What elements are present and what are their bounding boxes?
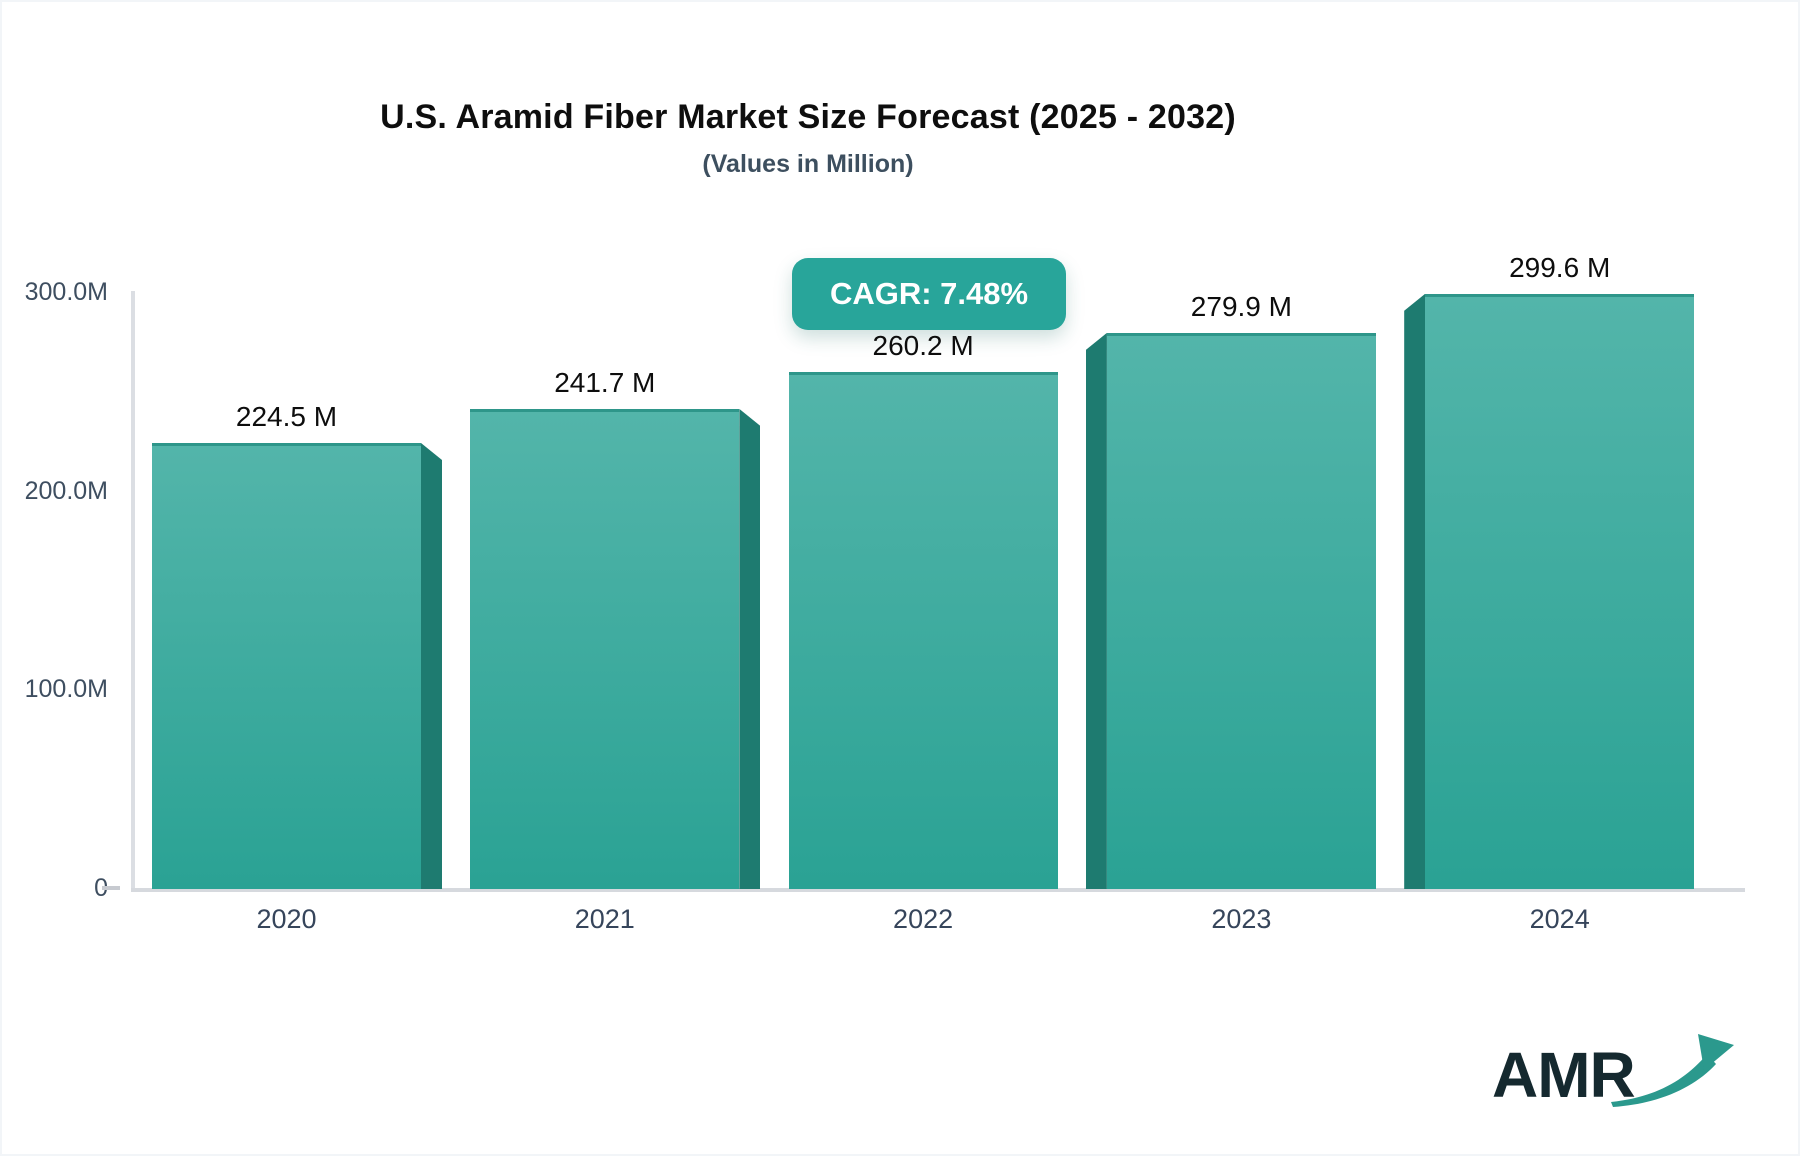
chart-subtitle: (Values in Million): [702, 150, 914, 178]
bar-face: [1106, 332, 1376, 889]
bar-3d-side: [421, 442, 442, 889]
bar-value-label: 241.7 M: [554, 366, 656, 398]
x-tick-label: 2020: [256, 904, 317, 934]
bar-value-label: 224.5 M: [235, 400, 338, 432]
x-axis-line: [131, 888, 1745, 892]
y-zero-tick-mark: [102, 886, 120, 890]
bar-value-label: 279.9 M: [1190, 290, 1292, 322]
bar-3d-side: [1085, 332, 1107, 889]
bar-face: [1425, 293, 1695, 889]
amr-logo: AMR: [1492, 1030, 1734, 1126]
cagr-badge: CAGR: 7.48%: [792, 258, 1066, 330]
y-tick-label: 0: [2, 874, 108, 903]
bar-value-label: 260.2 M: [872, 330, 974, 362]
bar-face: [788, 372, 1058, 889]
bar-3d-side: [1404, 293, 1426, 889]
bar-face: [152, 442, 421, 889]
y-tick-label: 200.0M: [24, 476, 108, 505]
x-tick-label: 2024: [1529, 904, 1590, 934]
amr-logo-text: AMR: [1492, 1039, 1636, 1111]
chart-title: U.S. Aramid Fiber Market Size Forecast (…: [380, 98, 1236, 136]
bar-3d-side: [739, 408, 761, 889]
bar-face: [470, 408, 740, 889]
y-tick-label: 100.0M: [24, 675, 108, 704]
bar-value-label: 299.6 M: [1509, 251, 1611, 283]
x-tick-label: 2023: [1211, 904, 1272, 934]
y-tick-label: 300.0M: [24, 278, 108, 306]
x-tick-label: 2021: [574, 904, 635, 934]
growth-arrow-icon: [1611, 1034, 1734, 1107]
x-tick-label: 2022: [893, 904, 954, 934]
y-axis-line: [131, 291, 135, 892]
